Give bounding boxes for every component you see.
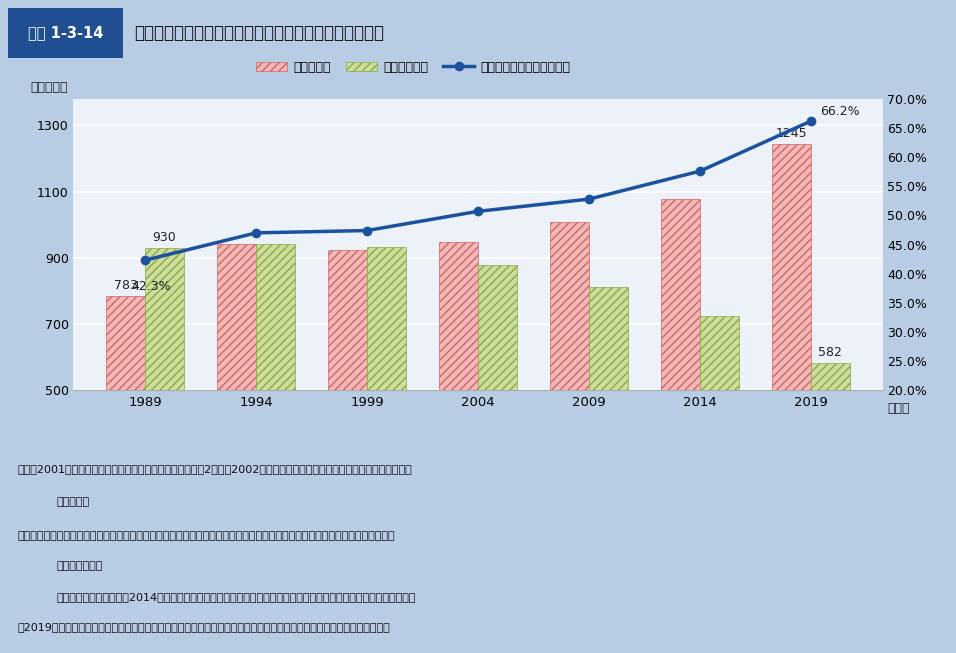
Bar bbox=[772, 144, 811, 555]
Bar bbox=[256, 244, 294, 555]
Bar bbox=[217, 244, 256, 555]
Bar bbox=[550, 221, 589, 555]
Text: （年）: （年） bbox=[888, 402, 910, 415]
Bar bbox=[662, 199, 700, 555]
Bar bbox=[328, 251, 367, 555]
Bar bbox=[8, 8, 123, 58]
Bar bbox=[811, 363, 850, 555]
Text: 66.2%: 66.2% bbox=[819, 106, 859, 118]
Text: 582: 582 bbox=[818, 346, 842, 359]
Text: （注）　「労働力調査特別調査」と「労働力調査（詳細集計）」とでは調査方法、調査月等が相違することから時系列比較には: （注） 「労働力調査特別調査」と「労働力調査（詳細集計）」とでは調査方法、調査月… bbox=[17, 531, 395, 541]
Text: 図表 1-3-14: 図表 1-3-14 bbox=[28, 25, 103, 40]
Text: 「専業主婦世帯」とは、2014年までは夫が非農林業雇用者で妻が非就業者（非労働力人口及び完全失業者）の世帯。: 「専業主婦世帯」とは、2014年までは夫が非農林業雇用者で妻が非就業者（非労働力… bbox=[56, 592, 417, 602]
Text: （万世帯）: （万世帯） bbox=[31, 81, 68, 94]
Bar bbox=[700, 316, 739, 555]
Text: より作成。: より作成。 bbox=[56, 497, 90, 507]
Bar bbox=[478, 265, 517, 555]
Text: 42.3%: 42.3% bbox=[131, 280, 171, 293]
Text: 930: 930 bbox=[153, 231, 177, 244]
Bar bbox=[106, 296, 145, 555]
Text: 資料：2001年以前は総務庁「労働力調査特別調査」（各年2月）、2002年以降は総務省統計局「労働力調査（詳細集計）」: 資料：2001年以前は総務庁「労働力調査特別調査」（各年2月）、2002年以降は… bbox=[17, 464, 412, 475]
Bar bbox=[145, 247, 184, 555]
Bar bbox=[439, 242, 478, 555]
Text: 男性雇用者世帯のうち共働き世帯と専業主婦世帯の推移: 男性雇用者世帯のうち共働き世帯と専業主婦世帯の推移 bbox=[134, 24, 384, 42]
Text: 2019年は、就業状態の分類区分の変更に伴い、夫が非農林業雇用者で妻が非就業者（非労働力口又は失業者）の世帯。: 2019年は、就業状態の分類区分の変更に伴い、夫が非農林業雇用者で妻が非就業者（… bbox=[17, 622, 390, 632]
Bar bbox=[367, 247, 406, 555]
Bar bbox=[589, 287, 628, 555]
Legend: 共働き世帯, 専業主婦世帯, 共働き世帯の割合（右軸）: 共働き世帯, 専業主婦世帯, 共働き世帯の割合（右軸） bbox=[250, 56, 576, 79]
Text: 1245: 1245 bbox=[775, 127, 807, 140]
Text: 注意を要する。: 注意を要する。 bbox=[56, 562, 103, 571]
Text: 783: 783 bbox=[114, 279, 138, 293]
